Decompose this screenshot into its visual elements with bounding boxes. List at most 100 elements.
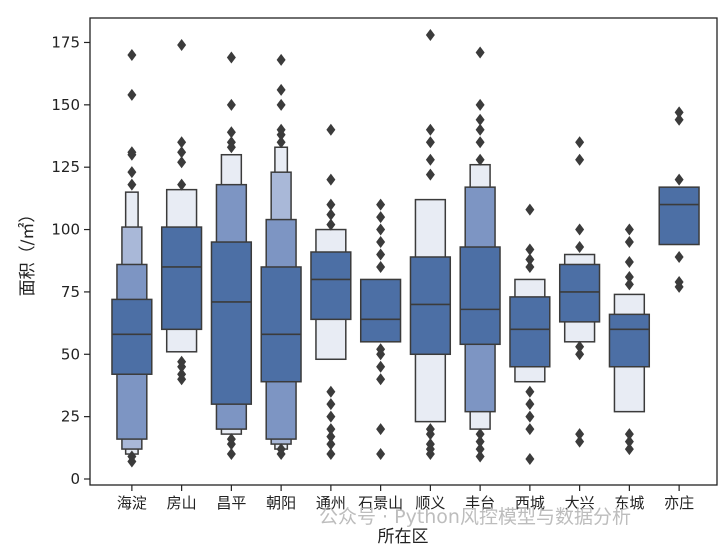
y-tick-label-25: 25 xyxy=(61,408,80,426)
outlier-2-8 xyxy=(177,136,187,149)
watermark-text: 公众号 · Python风控模型与数据分析 xyxy=(319,506,631,528)
outlier-10-5 xyxy=(575,241,585,254)
outlier-8-4 xyxy=(475,428,485,441)
x-tick-label-1: 海淀 xyxy=(117,494,147,512)
outlier-3-3 xyxy=(226,433,236,446)
x-tick-label-9: 西城 xyxy=(515,494,545,512)
x-tick-label-8: 丰台 xyxy=(465,494,495,512)
outlier-10-6 xyxy=(575,223,585,236)
outlier-11-7 xyxy=(624,236,634,249)
outlier-5-12 xyxy=(326,123,336,136)
outlier-9-3 xyxy=(525,410,535,423)
outlier-8-2 xyxy=(475,443,485,456)
outlier-9-7 xyxy=(525,253,535,266)
outlier-5-9 xyxy=(326,208,336,221)
y-tick-label-75: 75 xyxy=(61,283,80,301)
outlier-11-1 xyxy=(624,443,634,456)
outlier-5-2 xyxy=(326,438,336,451)
y-axis-title: 面积（/㎡） xyxy=(18,206,38,297)
outlier-5-3 xyxy=(326,430,336,443)
outlier-8-8 xyxy=(475,113,485,126)
outlier-12-2 xyxy=(674,275,684,288)
outlier-6-6 xyxy=(376,343,386,356)
outlier-5-7 xyxy=(326,385,336,398)
y-tick-label-125: 125 xyxy=(51,158,80,176)
outlier-11-5 xyxy=(624,270,634,283)
outlier-10-7 xyxy=(575,153,585,166)
outlier-2-4 xyxy=(177,355,187,368)
x-axis: 海淀 房山 昌平 朝阳 通州 石景山 顺义 丰台 西城 大兴 东城 亦庄 xyxy=(117,485,694,512)
box-11-level-1 xyxy=(608,313,651,368)
x-tick-label-11: 东城 xyxy=(614,494,644,512)
outlier-10-1 xyxy=(575,435,585,448)
outlier-9-9 xyxy=(525,203,535,216)
box-5-level-1 xyxy=(310,251,352,321)
box-12-level-1 xyxy=(658,186,700,246)
outlier-3-1 xyxy=(226,448,236,461)
outlier-10-3 xyxy=(575,348,585,361)
outlier-3-8 xyxy=(226,51,236,64)
outlier-11-8 xyxy=(624,223,634,236)
x-axis-title: 所在区 xyxy=(378,527,429,547)
outlier-7-6 xyxy=(425,168,435,181)
box-4-level-1 xyxy=(260,266,302,383)
outlier-6-10 xyxy=(376,223,386,236)
outlier-12-3 xyxy=(674,250,684,263)
outlier-1-2 xyxy=(127,450,137,463)
outlier-9-1 xyxy=(525,453,535,466)
x-tick-label-3: 昌平 xyxy=(216,494,246,512)
outlier-6-7 xyxy=(376,260,386,273)
outlier-7-9 xyxy=(425,123,435,136)
outlier-9-5 xyxy=(525,385,535,398)
outlier-2-7 xyxy=(177,146,187,159)
x-tick-label-6: 石景山 xyxy=(358,494,403,512)
outlier-6-4 xyxy=(376,360,386,373)
y-tick-label-0: 0 xyxy=(70,470,80,488)
outlier-4-6 xyxy=(276,98,286,111)
outlier-9-4 xyxy=(525,398,535,411)
outlier-8-10 xyxy=(475,46,485,59)
outlier-10-8 xyxy=(575,136,585,149)
outlier-12-5 xyxy=(674,113,684,126)
y-tick-label-150: 150 xyxy=(51,96,80,114)
outlier-layer xyxy=(127,28,684,468)
outlier-1-3 xyxy=(127,178,137,191)
outlier-11-2 xyxy=(624,435,634,448)
outlier-2-6 xyxy=(177,156,187,169)
outlier-11-4 xyxy=(624,278,634,291)
outlier-11-3 xyxy=(624,428,634,441)
outlier-1-7 xyxy=(127,88,137,101)
outlier-5-4 xyxy=(326,423,336,436)
x-tick-label-5: 通州 xyxy=(316,494,346,512)
box-7-level-1 xyxy=(409,256,452,356)
outlier-9-6 xyxy=(525,260,535,273)
y-tick-label-100: 100 xyxy=(51,221,80,239)
plot-frame xyxy=(89,17,718,486)
outlier-7-8 xyxy=(425,136,435,149)
outlier-2-9 xyxy=(177,38,187,51)
outlier-5-8 xyxy=(326,218,336,231)
outlier-6-2 xyxy=(376,423,386,436)
y-axis: 0 25 50 75 100 125 150 175 xyxy=(51,33,90,488)
outlier-6-9 xyxy=(376,236,386,249)
box-1-level-1 xyxy=(111,298,153,375)
outlier-5-10 xyxy=(326,198,336,211)
outlier-8-3 xyxy=(475,435,485,448)
outlier-7-3 xyxy=(425,438,435,451)
box-9-level-1 xyxy=(509,296,551,368)
outlier-3-6 xyxy=(226,126,236,139)
outlier-2-2 xyxy=(177,368,187,381)
outlier-5-5 xyxy=(326,410,336,423)
outlier-6-1 xyxy=(376,448,386,461)
x-tick-label-7: 顺义 xyxy=(415,494,445,512)
outlier-5-1 xyxy=(326,448,336,461)
x-tick-label-12: 亦庄 xyxy=(664,494,694,512)
outlier-3-5 xyxy=(226,136,236,149)
outlier-8-6 xyxy=(475,136,485,149)
outlier-6-3 xyxy=(376,373,386,386)
box-layer xyxy=(111,146,700,455)
outlier-12-4 xyxy=(674,173,684,186)
outlier-4-3 xyxy=(276,136,286,149)
outlier-7-7 xyxy=(425,153,435,166)
